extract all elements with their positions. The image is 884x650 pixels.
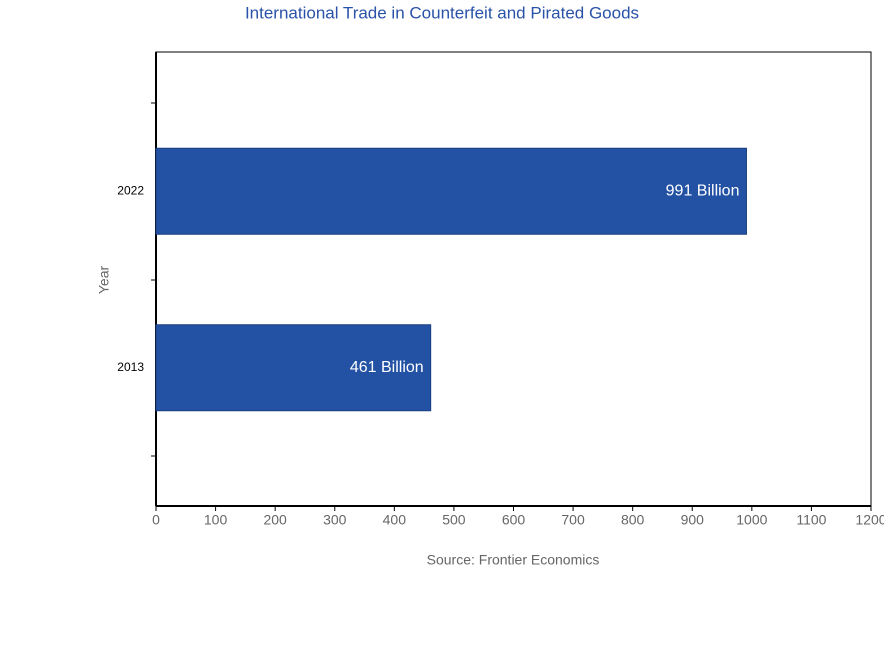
y-axis-label: Year	[96, 266, 112, 295]
x-tick-label: 100	[204, 512, 228, 528]
x-tick-label: 0	[152, 512, 160, 528]
x-axis-label: Source: Frontier Economics	[427, 552, 600, 568]
x-tick-label: 300	[323, 512, 347, 528]
y-tick-label: 2013	[117, 360, 144, 374]
x-tick-label: 1000	[736, 512, 767, 528]
y-tick-label: 2022	[117, 183, 144, 197]
x-tick-label: 900	[681, 512, 705, 528]
bar	[155, 147, 747, 235]
x-tick-label: 600	[502, 512, 526, 528]
bar	[155, 324, 432, 412]
x-tick-label: 800	[621, 512, 645, 528]
x-tick-label: 400	[383, 512, 407, 528]
x-tick-label: 1100	[796, 512, 826, 528]
x-tick-label: 700	[561, 512, 585, 528]
plot-frame	[155, 51, 872, 507]
x-tick-label: 200	[263, 512, 287, 528]
value-label: 461 Billion	[350, 359, 424, 376]
chart-title: International Trade in Counterfeit and P…	[245, 3, 639, 22]
value-label: 991 Billion	[666, 182, 740, 199]
x-tick-label: 500	[442, 512, 466, 528]
x-tick-label: 1200	[855, 512, 884, 528]
